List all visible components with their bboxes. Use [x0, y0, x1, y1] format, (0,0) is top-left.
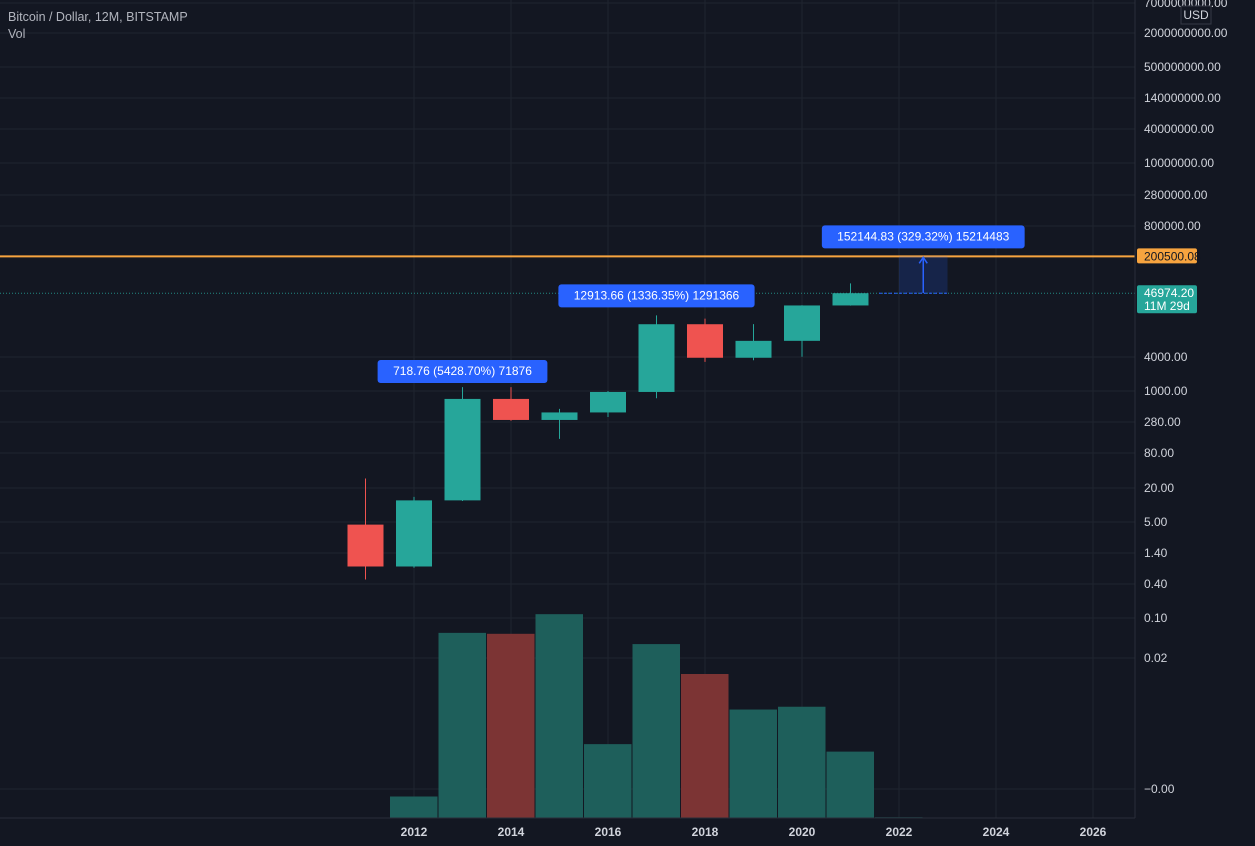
- price-axis-panel: [1135, 0, 1255, 846]
- candle-body: [396, 500, 432, 567]
- volume-bar: [632, 644, 680, 818]
- measurement-label: 12913.66 (1336.35%) 1291366: [558, 284, 755, 308]
- y-tick-label: 5.00: [1144, 515, 1168, 529]
- measurement-label: 718.76 (5428.70%) 71876: [377, 360, 548, 383]
- volume-bars: [341, 614, 923, 818]
- x-tick-label: 2014: [498, 825, 525, 839]
- x-tick-label: 2012: [401, 825, 428, 839]
- x-tick-label: 2026: [1080, 825, 1107, 839]
- current-price-tag-subtext: 11M 29d: [1144, 299, 1190, 313]
- measurement-text: 152144.83 (329.32%) 15214483: [837, 229, 1009, 243]
- measurement-box: [377, 360, 548, 383]
- measurement-label: 152144.83 (329.32%) 15214483: [821, 225, 1025, 249]
- y-tick-label: 2000000000.00: [1144, 26, 1228, 40]
- volume-bar: [584, 744, 632, 818]
- candle-body: [784, 305, 820, 341]
- y-tick-label: 140000000.00: [1144, 91, 1221, 105]
- currency-badge: [1180, 5, 1212, 25]
- measurement-text: 718.76 (5428.70%) 71876: [393, 364, 532, 378]
- overlays: 718.76 (5428.70%) 71876 12913.66 (1336.35…: [0, 225, 1135, 383]
- x-tick-label: 2024: [983, 825, 1010, 839]
- x-tick-label: 2018: [692, 825, 719, 839]
- volume-bar: [826, 751, 874, 818]
- candle-body: [590, 391, 626, 413]
- y-tick-label: 280.00: [1144, 415, 1181, 429]
- candle-body: [493, 398, 529, 420]
- currency-label: USD: [1183, 8, 1209, 22]
- y-tick-label: 10000000.00: [1144, 156, 1214, 170]
- x-tick-label: 2020: [789, 825, 816, 839]
- y-tick-label: 1000.00: [1144, 384, 1188, 398]
- y-tick-label: 20.00: [1144, 481, 1174, 495]
- x-tick-label: 2022: [886, 825, 913, 839]
- y-tick-label: 80.00: [1144, 446, 1174, 460]
- measurement-box: [558, 284, 755, 308]
- projection-arrow-head: [918, 255, 928, 264]
- y-tick-label: 1.40: [1144, 546, 1168, 560]
- y-tick-label: 2800000.00: [1144, 188, 1208, 202]
- candle-body: [541, 412, 578, 420]
- y-tick-label: 0.40: [1144, 577, 1168, 591]
- candle-body: [687, 324, 723, 358]
- candle-body: [735, 340, 772, 358]
- candle-body: [638, 324, 675, 392]
- resistance-tag: [1137, 248, 1197, 264]
- volume-bar: [729, 709, 777, 818]
- measurement-box: [821, 225, 1025, 249]
- volume-bar: [535, 614, 583, 818]
- volume-bar: [681, 674, 729, 818]
- candle-body: [832, 293, 869, 306]
- chart-legend: Bitcoin / Dollar, 12M, BITSTAMP Vol: [8, 9, 188, 43]
- volume-bar: [438, 632, 486, 818]
- current-price-tag-text: 46974.20: [1144, 286, 1194, 300]
- candles: [347, 283, 869, 580]
- y-tick-label: 4000.00: [1144, 350, 1188, 364]
- y-tick-label: 0.10: [1144, 611, 1168, 625]
- volume-bar: [778, 706, 826, 818]
- volume-bar: [390, 796, 438, 818]
- y-tick-label: −0.00: [1144, 782, 1175, 796]
- symbol-title[interactable]: Bitcoin / Dollar, 12M, BITSTAMP: [8, 10, 188, 24]
- candle-body: [444, 398, 481, 501]
- measurement-text: 12913.66 (1336.35%) 1291366: [574, 288, 740, 302]
- y-tick-label: 40000000.00: [1144, 122, 1214, 136]
- y-tick-label: 0.02: [1144, 651, 1168, 665]
- y-tick-label: 800000.00: [1144, 219, 1201, 233]
- y-tick-label: 500000000.00: [1144, 60, 1221, 74]
- x-tick-label: 2016: [595, 825, 622, 839]
- y-tick-label: 7000000000.00: [1144, 0, 1228, 10]
- volume-bar: [487, 633, 535, 818]
- volume-indicator-label[interactable]: Vol: [8, 27, 26, 41]
- current-price-tag: [1137, 285, 1197, 314]
- resistance-tag-text: 200500.08: [1144, 249, 1201, 263]
- candle-body: [347, 524, 384, 567]
